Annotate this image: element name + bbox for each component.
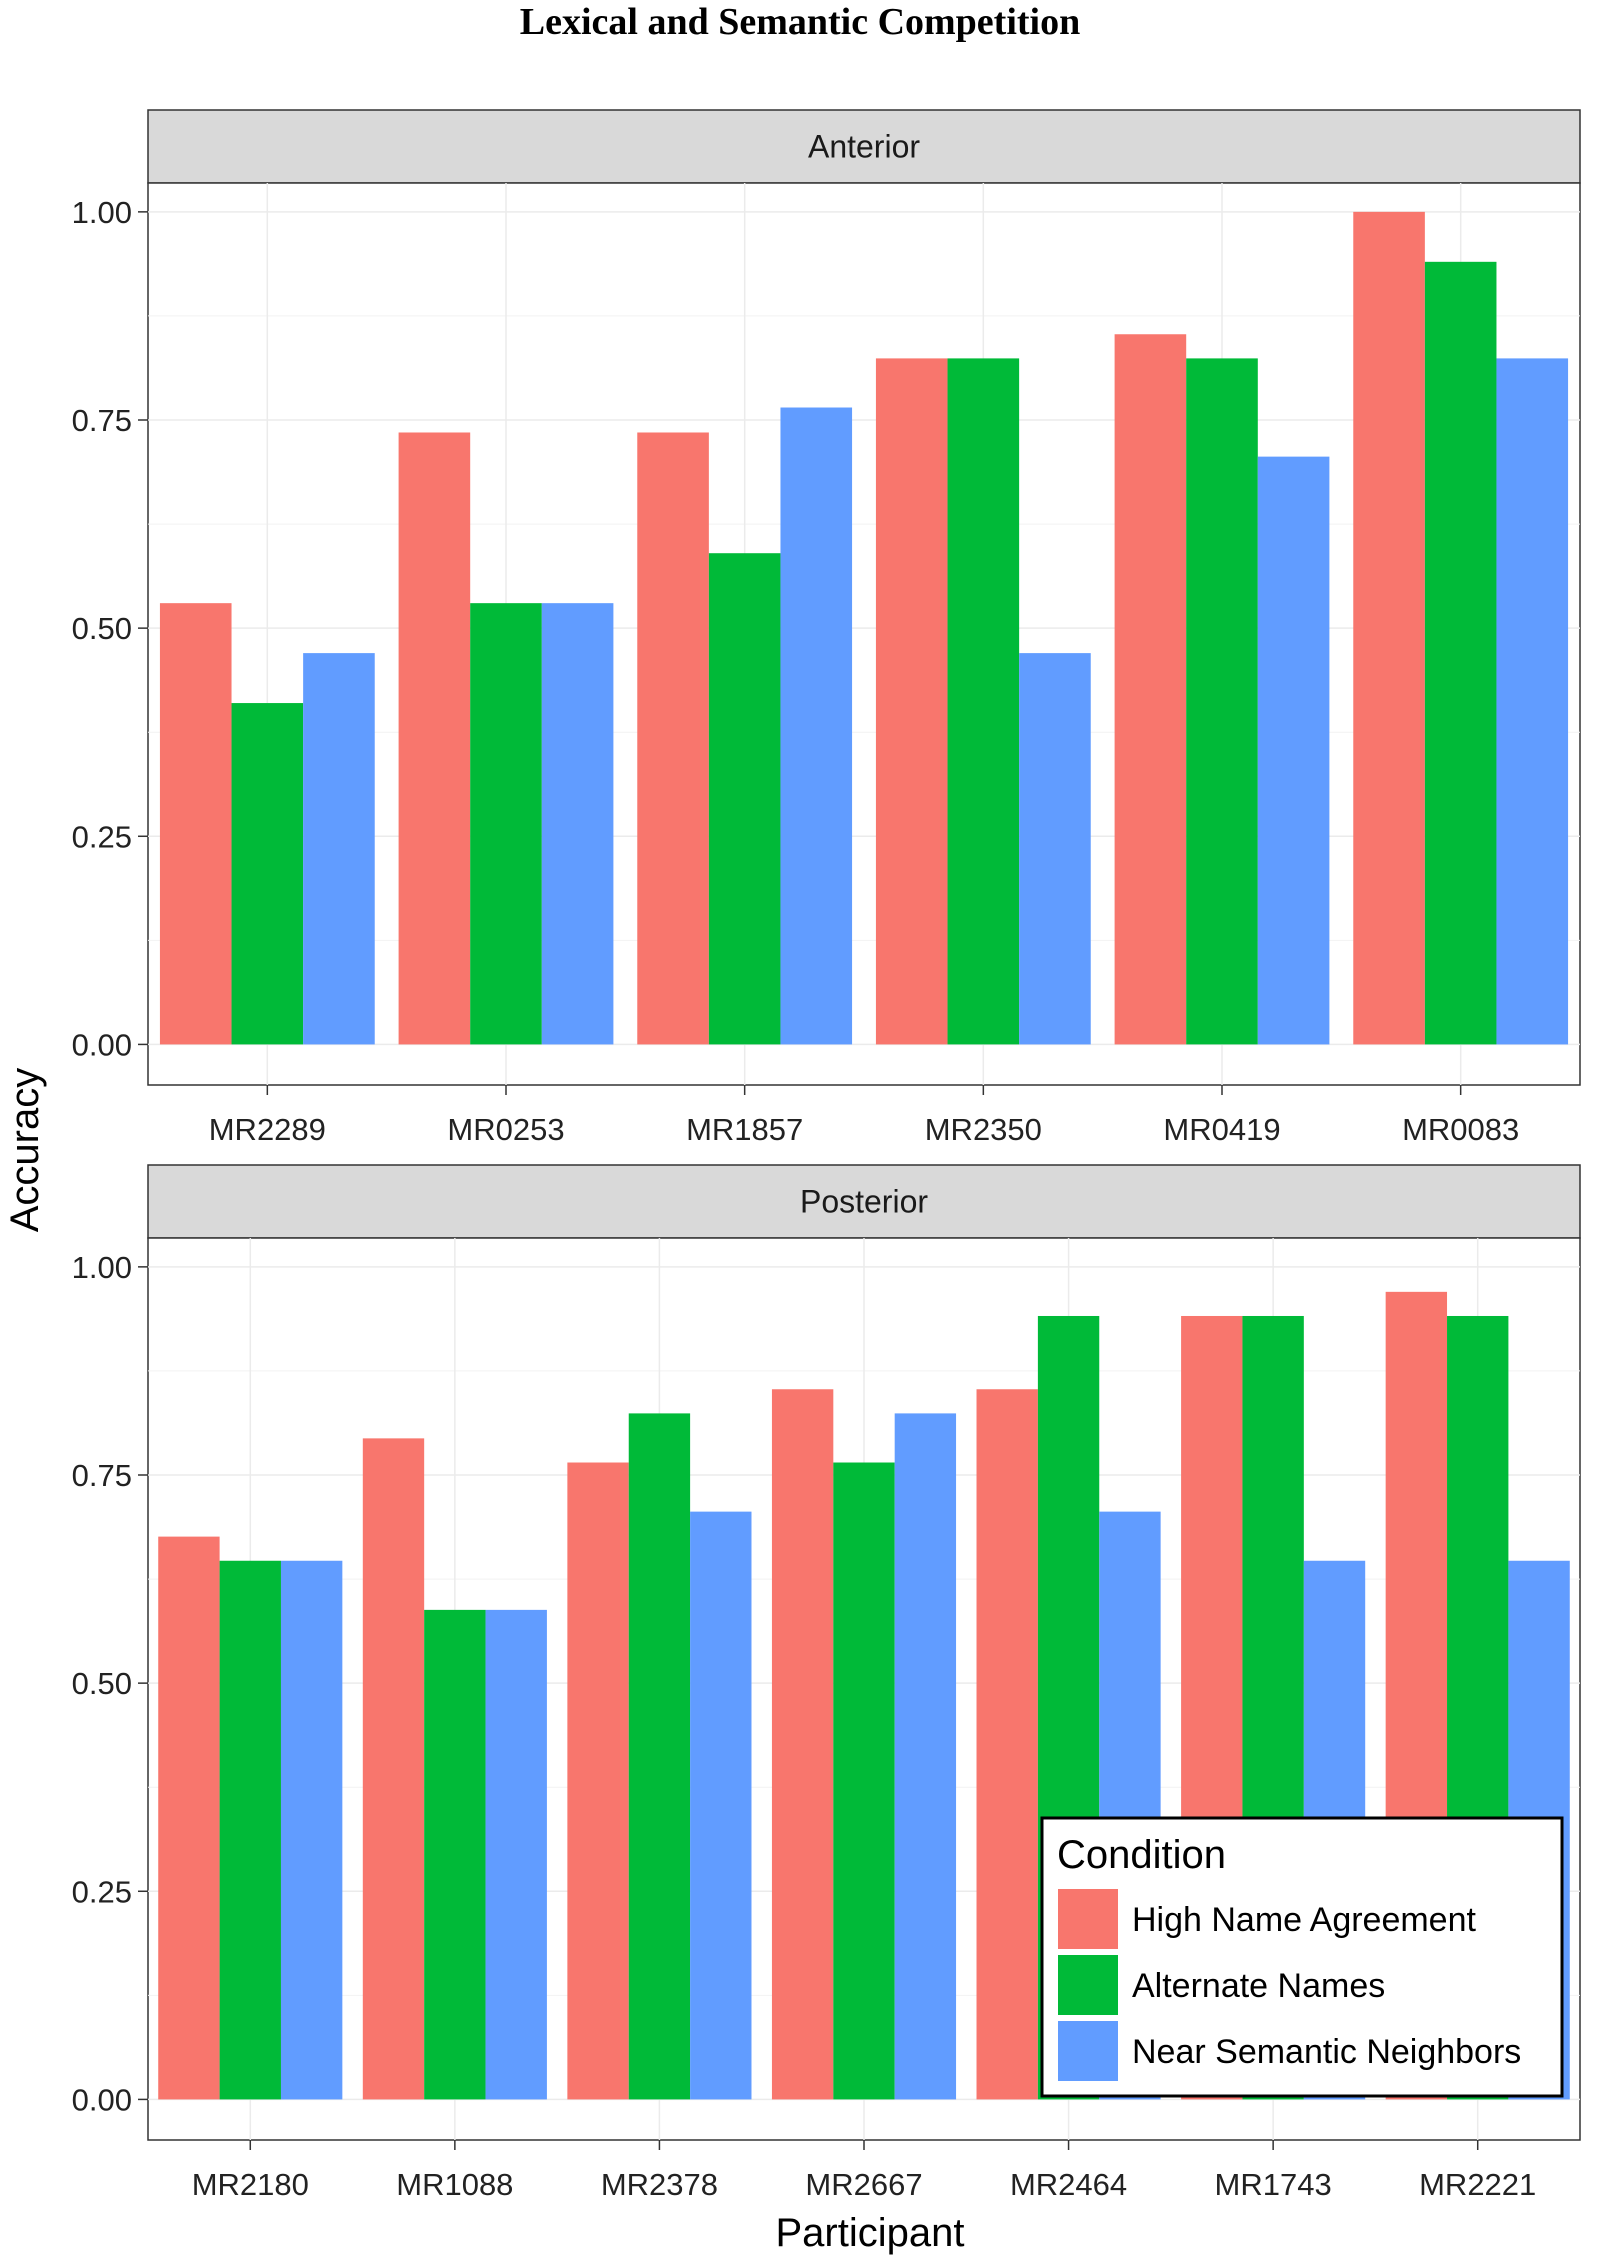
bar-mr1088-3	[485, 1609, 547, 2100]
x-tick-label: MR1857	[686, 1112, 803, 1147]
y-tick-label: 0.50	[72, 1666, 132, 1701]
x-tick-label: MR2180	[192, 2167, 309, 2202]
bar-mr2378-1	[567, 1462, 629, 2100]
bar-mr2667-3	[894, 1413, 957, 2100]
x-tick-label: MR2667	[805, 2167, 922, 2202]
bar-mr2378-3	[690, 1511, 752, 2100]
legend-title: Condition	[1057, 1833, 1226, 1877]
y-axis-title: Accuracy	[3, 1068, 47, 1233]
bar-mr2350-1	[875, 358, 948, 1045]
legend-entry-1: High Name Agreement	[1132, 1901, 1477, 1939]
bar-mr2667-2	[833, 1462, 895, 2100]
strip-posterior	[147, 1164, 1581, 1239]
bar-mr2180-2	[219, 1560, 281, 2100]
legend-key-3	[1056, 2019, 1120, 2083]
y-tick-label: 0.25	[72, 819, 132, 854]
bar-mr2180-1	[158, 1536, 220, 2100]
x-tick-label: MR2221	[1419, 2167, 1536, 2202]
x-tick-label: MR1088	[396, 2167, 513, 2202]
bar-mr0083-1	[1353, 211, 1425, 1045]
legend-key-2	[1056, 1953, 1120, 2017]
bar-mr2378-2	[628, 1413, 691, 2100]
x-tick-label: MR0419	[1163, 1112, 1280, 1147]
x-tick-label: MR0083	[1402, 1112, 1519, 1147]
legend-entry-3: Near Semantic Neighbors	[1132, 2033, 1521, 2071]
y-tick-label: 0.50	[72, 611, 132, 646]
bar-mr0419-3	[1257, 456, 1330, 1045]
legend-entry-2: Alternate Names	[1132, 1967, 1385, 2005]
bar-mr0083-3	[1496, 358, 1569, 1045]
strip-label: Posterior	[800, 1184, 928, 1220]
x-tick-label: MR0253	[447, 1112, 564, 1147]
y-tick-label: 0.75	[72, 1458, 132, 1493]
y-tick-label: 0.00	[72, 1027, 132, 1062]
bar-mr0419-1	[1114, 334, 1187, 1045]
y-tick-label: 1.00	[72, 1250, 132, 1285]
bar-mr2350-2	[947, 358, 1020, 1045]
bar-mr2464-1	[976, 1389, 1038, 2100]
bar-mr2350-3	[1019, 653, 1091, 1045]
bar-mr1088-2	[424, 1609, 486, 2100]
strip-anterior	[147, 109, 1581, 184]
bar-mr1857-3	[780, 407, 853, 1045]
bar-mr0253-3	[541, 603, 614, 1045]
y-tick-label: 0.00	[72, 2082, 132, 2117]
y-tick-label: 0.75	[72, 403, 132, 438]
bar-mr2289-1	[159, 603, 232, 1045]
bar-mr0253-2	[470, 603, 542, 1045]
bar-mr1857-1	[637, 432, 709, 1045]
panel-background	[147, 182, 1581, 1086]
bar-mr1857-2	[708, 553, 781, 1045]
strip-label: Anterior	[808, 129, 920, 165]
chart-title: Lexical and Semantic Competition	[519, 1, 1081, 43]
bar-mr2180-3	[280, 1560, 343, 2100]
panel-anterior: Anterior 0.00 0.25 0.50 0.75 1.00 MR2289 MR0253…	[72, 109, 1581, 1147]
x-axis-title: Participant	[776, 2211, 965, 2255]
x-tick-label: MR2289	[209, 1112, 326, 1147]
x-tick-label: MR2464	[1010, 2167, 1127, 2202]
y-tick-label: 0.25	[72, 1874, 132, 1909]
y-tick-label: 1.00	[72, 195, 132, 230]
bar-mr0253-1	[398, 432, 471, 1045]
bar-mr2667-1	[771, 1389, 834, 2100]
bar-mr2289-3	[303, 653, 375, 1045]
legend-box	[1040, 1816, 1564, 2098]
legend-key-1	[1056, 1887, 1120, 1951]
x-tick-label: MR2378	[601, 2167, 718, 2202]
bar-mr0419-2	[1186, 358, 1258, 1045]
x-tick-label: MR1743	[1215, 2167, 1332, 2202]
legend: Condition High Name Agreement Alternate Na…	[1040, 1816, 1564, 2098]
bar-mr1088-1	[362, 1438, 425, 2100]
x-tick-label: MR2350	[925, 1112, 1042, 1147]
bar-mr0083-2	[1424, 261, 1497, 1045]
bar-mr2289-2	[231, 703, 304, 1045]
